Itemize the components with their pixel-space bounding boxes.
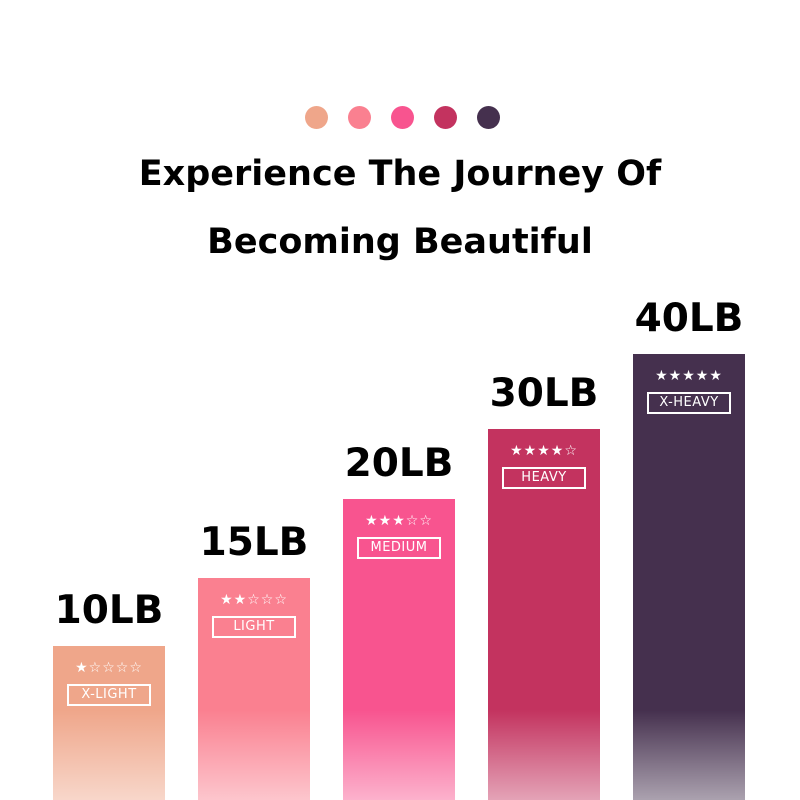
band-bar: ★★☆☆☆ LIGHT [198, 578, 310, 800]
weight-label: 10LB [54, 588, 164, 633]
color-dot [390, 106, 414, 129]
color-dot [304, 106, 328, 129]
color-dot [347, 106, 371, 129]
headline-line-2: Becoming Beautiful [207, 222, 593, 262]
band-bar: ★★★★☆ HEAVY [488, 429, 600, 800]
weight-label: 40LB [634, 296, 744, 341]
star-rating-icon: ★★★★☆ [510, 443, 578, 459]
color-dots [0, 106, 800, 129]
weight-label: 15LB [199, 520, 309, 565]
level-label: X-LIGHT [67, 684, 151, 706]
star-rating-icon: ★★★☆☆ [365, 513, 433, 529]
level-label: X-HEAVY [647, 392, 731, 414]
headline-line-1: Experience The Journey Of [138, 154, 662, 194]
band-bar: ★☆☆☆☆ X-LIGHT [53, 646, 165, 800]
weight-label: 30LB [489, 371, 599, 416]
band-bar: ★★★☆☆ MEDIUM [343, 499, 455, 800]
star-rating-icon: ★☆☆☆☆ [75, 660, 143, 676]
weight-label: 20LB [344, 441, 454, 486]
star-rating-icon: ★★☆☆☆ [220, 592, 288, 608]
level-label: MEDIUM [357, 537, 441, 559]
level-label: HEAVY [502, 467, 586, 489]
color-dot [476, 106, 500, 129]
level-label: LIGHT [212, 616, 296, 638]
band-bar: ★★★★★ X-HEAVY [633, 354, 745, 800]
star-rating-icon: ★★★★★ [655, 368, 723, 384]
color-dot [433, 106, 457, 129]
